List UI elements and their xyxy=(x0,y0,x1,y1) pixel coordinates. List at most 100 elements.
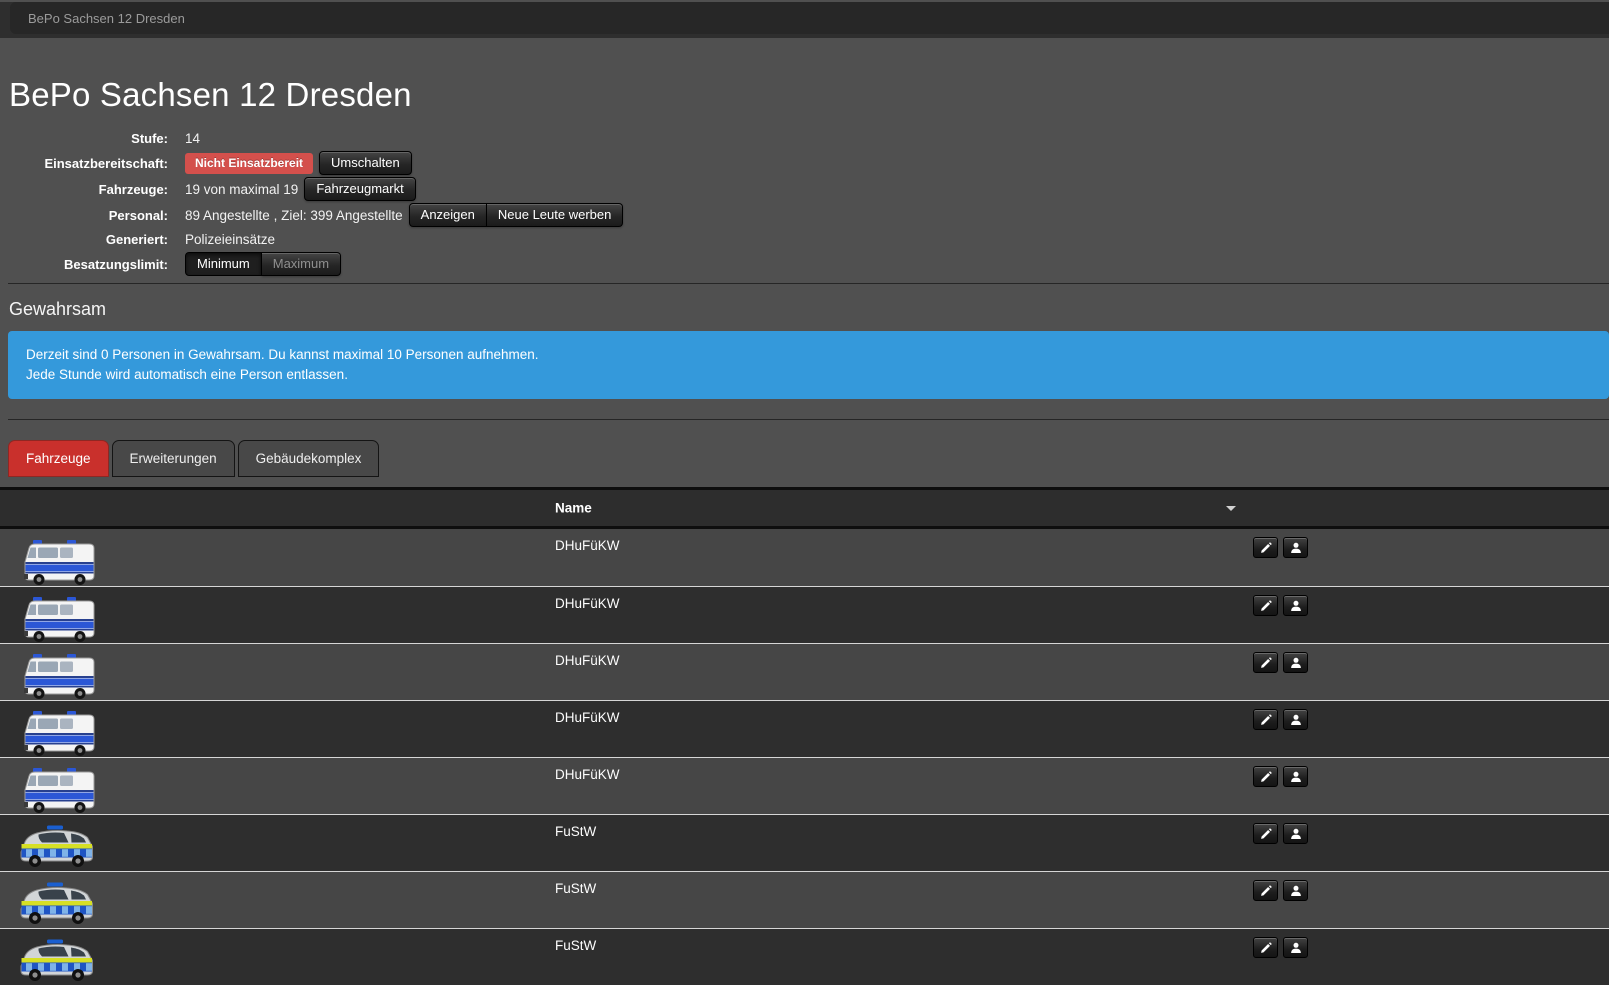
vehicle-name[interactable]: DHuFüKW xyxy=(555,653,620,668)
umschalten-button[interactable]: Umschalten xyxy=(319,151,412,175)
edit-vehicle-button[interactable] xyxy=(1253,823,1278,844)
table-row: DHuFüKW xyxy=(0,757,1609,814)
table-row: DHuFüKW xyxy=(0,586,1609,643)
gewahrsam-alert-line1: Derzeit sind 0 Personen in Gewahrsam. Du… xyxy=(26,347,539,362)
info-row-stufe: Stufe: 14 xyxy=(0,128,1609,149)
vehicle-image-van xyxy=(24,768,95,813)
row-actions xyxy=(1253,709,1308,730)
vehicle-personnel-button[interactable] xyxy=(1283,823,1308,844)
personal-buttons: Anzeigen Neue Leute werben xyxy=(408,203,624,227)
vehicle-personnel-button[interactable] xyxy=(1283,766,1308,787)
vehicle-personnel-button[interactable] xyxy=(1283,652,1308,673)
person-icon xyxy=(1290,600,1301,611)
besatzungslimit-toggle: Minimum Maximum xyxy=(185,252,342,276)
table-row: FuStW xyxy=(0,928,1609,985)
vehicle-name[interactable]: FuStW xyxy=(555,881,597,896)
gewahrsam-alert-line2: Jede Stunde wird automatisch eine Person… xyxy=(26,367,348,382)
vehicle-image-car xyxy=(20,939,93,981)
table-row: DHuFüKW xyxy=(0,700,1609,757)
vehicle-personnel-button[interactable] xyxy=(1283,880,1308,901)
pencil-icon xyxy=(1260,713,1272,725)
minimum-button[interactable]: Minimum xyxy=(185,252,262,276)
top-navbar: BePo Sachsen 12 Dresden xyxy=(0,2,1609,38)
vehicle-personnel-button[interactable] xyxy=(1283,709,1308,730)
table-row: FuStW xyxy=(0,814,1609,871)
name-column-header[interactable]: Name xyxy=(555,500,592,516)
pencil-icon xyxy=(1260,770,1272,782)
maximum-button[interactable]: Maximum xyxy=(261,252,342,276)
person-icon xyxy=(1290,714,1301,725)
building-info: Stufe: 14 Einsatzbereitschaft: Nicht Ein… xyxy=(0,128,1609,276)
generiert-value: Polizeieinsätze xyxy=(185,232,276,247)
status-badge: Nicht Einsatzbereit xyxy=(185,152,314,174)
vehicle-personnel-button[interactable] xyxy=(1283,595,1308,616)
navbar-inner: BePo Sachsen 12 Dresden xyxy=(10,2,1609,34)
personal-count: 89 Angestellte , Ziel: 399 Angestellte xyxy=(185,207,403,223)
vehicle-image-van xyxy=(24,597,95,642)
fahrzeugmarkt-button[interactable]: Fahrzeugmarkt xyxy=(304,177,416,201)
divider xyxy=(8,283,1609,284)
vehicle-image-van xyxy=(24,539,95,585)
row-actions xyxy=(1253,537,1308,558)
edit-vehicle-button[interactable] xyxy=(1253,937,1278,958)
vehicle-name[interactable]: DHuFüKW xyxy=(555,538,620,553)
page-title: BePo Sachsen 12 Dresden xyxy=(9,76,412,113)
tab-fahrzeuge[interactable]: Fahrzeuge xyxy=(8,440,109,477)
tab-erweiterungen[interactable]: Erweiterungen xyxy=(111,440,235,477)
row-actions xyxy=(1253,937,1308,958)
gewahrsam-alert: Derzeit sind 0 Personen in Gewahrsam. Du… xyxy=(8,331,1609,399)
info-row-besatzungslimit: Besatzungslimit: Minimum Maximum xyxy=(0,252,1609,276)
stufe-value: 14 xyxy=(185,131,201,146)
besatzungslimit-label: Besatzungslimit: xyxy=(63,256,168,272)
vehicle-table: Name DHuFüKW xyxy=(0,487,1609,985)
vehicle-image-van xyxy=(24,711,95,756)
edit-vehicle-button[interactable] xyxy=(1253,537,1278,558)
tab-gebaeudekomplex[interactable]: Gebäudekomplex xyxy=(237,440,380,477)
row-actions xyxy=(1253,823,1308,844)
pencil-icon xyxy=(1260,827,1272,839)
person-icon xyxy=(1290,942,1301,953)
pencil-icon xyxy=(1260,656,1272,668)
person-icon xyxy=(1290,771,1301,782)
vehicle-name[interactable]: FuStW xyxy=(555,938,597,953)
row-actions xyxy=(1253,766,1308,787)
tab-bar: Fahrzeuge Erweiterungen Gebäudekomplex xyxy=(0,440,1609,477)
row-actions xyxy=(1253,880,1308,901)
table-row: DHuFüKW xyxy=(0,529,1609,586)
info-row-generiert: Generiert: Polizeieinsätze xyxy=(0,229,1609,250)
info-row-fahrzeuge: Fahrzeuge: 19 von maximal 19 Fahrzeugmar… xyxy=(0,177,1609,201)
pencil-icon xyxy=(1260,941,1272,953)
personal-label: Personal: xyxy=(108,207,168,223)
sort-caret-icon[interactable] xyxy=(1226,506,1236,511)
pencil-icon xyxy=(1260,599,1272,611)
person-icon xyxy=(1290,657,1301,668)
vehicle-table-header: Name xyxy=(0,487,1609,529)
edit-vehicle-button[interactable] xyxy=(1253,766,1278,787)
edit-vehicle-button[interactable] xyxy=(1253,880,1278,901)
einsatzbereitschaft-label: Einsatzbereitschaft: xyxy=(44,155,168,171)
neue-leute-werben-button[interactable]: Neue Leute werben xyxy=(486,203,624,227)
vehicle-image-car xyxy=(20,882,93,924)
vehicle-name[interactable]: FuStW xyxy=(555,824,597,839)
vehicle-table-body: DHuFüKW xyxy=(0,529,1609,985)
generiert-label: Generiert: xyxy=(105,232,168,247)
vehicle-name[interactable]: DHuFüKW xyxy=(555,767,620,782)
navbar-building-title[interactable]: BePo Sachsen 12 Dresden xyxy=(28,10,185,26)
table-row: FuStW xyxy=(0,871,1609,928)
vehicle-image-car xyxy=(20,825,93,867)
gewahrsam-heading: Gewahrsam xyxy=(9,299,107,319)
edit-vehicle-button[interactable] xyxy=(1253,709,1278,730)
pencil-icon xyxy=(1260,884,1272,896)
anzeigen-button[interactable]: Anzeigen xyxy=(408,203,487,227)
table-row: DHuFüKW xyxy=(0,643,1609,700)
vehicle-image-van xyxy=(24,654,95,699)
person-icon xyxy=(1290,885,1301,896)
vehicle-name[interactable]: DHuFüKW xyxy=(555,596,620,611)
edit-vehicle-button[interactable] xyxy=(1253,595,1278,616)
person-icon xyxy=(1290,828,1301,839)
divider xyxy=(8,419,1609,420)
vehicle-name[interactable]: DHuFüKW xyxy=(555,710,620,725)
vehicle-personnel-button[interactable] xyxy=(1283,537,1308,558)
edit-vehicle-button[interactable] xyxy=(1253,652,1278,673)
vehicle-personnel-button[interactable] xyxy=(1283,937,1308,958)
